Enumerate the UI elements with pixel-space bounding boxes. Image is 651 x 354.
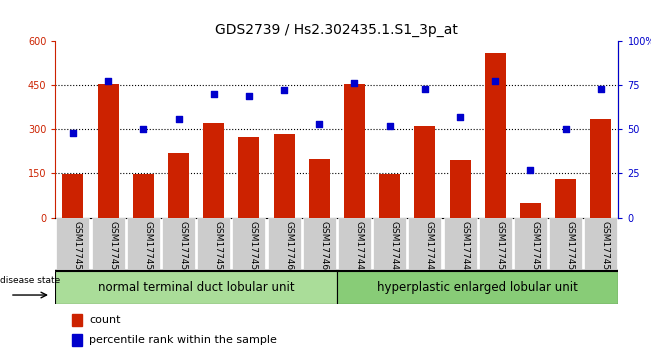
Text: GSM177460: GSM177460 xyxy=(284,222,293,276)
Text: GSM177446: GSM177446 xyxy=(355,222,363,276)
Point xyxy=(208,91,219,97)
Bar xyxy=(520,203,541,218)
Text: GSM177447: GSM177447 xyxy=(390,222,398,276)
Text: count: count xyxy=(89,315,120,325)
Text: GSM177450: GSM177450 xyxy=(495,222,505,276)
Bar xyxy=(98,84,118,218)
Text: GSM177451: GSM177451 xyxy=(531,222,540,276)
Text: GSM177459: GSM177459 xyxy=(249,222,258,276)
Text: GSM177458: GSM177458 xyxy=(214,222,223,276)
FancyBboxPatch shape xyxy=(549,218,582,269)
FancyBboxPatch shape xyxy=(585,218,617,269)
Point xyxy=(525,167,536,173)
Point xyxy=(490,79,501,84)
FancyBboxPatch shape xyxy=(268,218,301,269)
Point xyxy=(138,126,148,132)
FancyBboxPatch shape xyxy=(478,218,512,269)
Text: disease state: disease state xyxy=(0,276,61,285)
Point xyxy=(103,79,113,84)
Bar xyxy=(344,84,365,218)
Bar xyxy=(238,137,260,218)
FancyBboxPatch shape xyxy=(197,218,230,269)
Bar xyxy=(309,159,330,218)
FancyBboxPatch shape xyxy=(373,218,406,269)
Bar xyxy=(414,126,436,218)
Bar xyxy=(555,179,576,218)
Point xyxy=(561,126,571,132)
FancyBboxPatch shape xyxy=(514,218,547,269)
FancyBboxPatch shape xyxy=(408,218,441,269)
Bar xyxy=(337,271,618,304)
Bar xyxy=(273,133,295,218)
FancyBboxPatch shape xyxy=(338,218,371,269)
FancyBboxPatch shape xyxy=(303,218,336,269)
Point xyxy=(455,114,465,120)
Bar xyxy=(168,153,189,218)
FancyBboxPatch shape xyxy=(232,218,266,269)
Point xyxy=(420,86,430,91)
Point xyxy=(314,121,324,127)
Text: GSM177454: GSM177454 xyxy=(73,222,82,276)
Text: GSM177449: GSM177449 xyxy=(460,222,469,276)
Text: GSM177452: GSM177452 xyxy=(566,222,575,276)
FancyBboxPatch shape xyxy=(162,218,195,269)
Text: normal terminal duct lobular unit: normal terminal duct lobular unit xyxy=(98,281,294,294)
Bar xyxy=(133,174,154,218)
Bar xyxy=(72,314,83,326)
Bar xyxy=(62,174,83,218)
Point xyxy=(385,123,395,129)
Bar xyxy=(449,160,471,218)
Text: percentile rank within the sample: percentile rank within the sample xyxy=(89,335,277,345)
Bar xyxy=(55,271,337,304)
Point xyxy=(173,116,184,121)
Bar xyxy=(72,334,83,346)
Text: GSM177455: GSM177455 xyxy=(108,222,117,276)
Text: GSM177453: GSM177453 xyxy=(601,222,610,276)
Bar xyxy=(485,52,506,218)
Text: GSM177461: GSM177461 xyxy=(319,222,328,276)
Bar xyxy=(203,123,224,218)
Text: GSM177457: GSM177457 xyxy=(178,222,187,276)
Bar xyxy=(379,174,400,218)
Bar xyxy=(590,119,611,218)
Point xyxy=(350,80,360,86)
FancyBboxPatch shape xyxy=(127,218,160,269)
Text: GSM177456: GSM177456 xyxy=(143,222,152,276)
Point xyxy=(596,86,606,91)
Point xyxy=(68,130,78,136)
Text: hyperplastic enlarged lobular unit: hyperplastic enlarged lobular unit xyxy=(377,281,578,294)
FancyBboxPatch shape xyxy=(57,218,89,269)
Title: GDS2739 / Hs2.302435.1.S1_3p_at: GDS2739 / Hs2.302435.1.S1_3p_at xyxy=(215,23,458,37)
FancyBboxPatch shape xyxy=(443,218,477,269)
Point xyxy=(279,87,289,93)
Point xyxy=(243,93,254,98)
Text: GSM177448: GSM177448 xyxy=(425,222,434,276)
FancyBboxPatch shape xyxy=(92,218,125,269)
